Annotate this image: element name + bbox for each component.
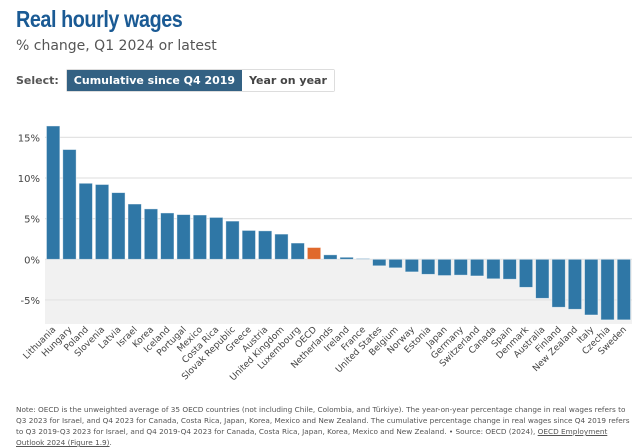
bar-japan[interactable] (437, 258, 452, 276)
view-selector: Select: Cumulative since Q4 2019 Year on… (16, 68, 335, 92)
year-on-year-button[interactable]: Year on year (242, 69, 334, 91)
cumulative-button[interactable]: Cumulative since Q4 2019 (66, 69, 243, 91)
bar-france[interactable] (355, 258, 371, 260)
bar-united-states[interactable] (372, 258, 387, 267)
y-tick-label: 5% (24, 215, 40, 226)
bar-australia[interactable] (535, 258, 550, 299)
y-tick-label: -5% (21, 296, 40, 307)
bar-united-kingdom[interactable] (274, 233, 289, 260)
footnote-text: Note: OECD is the unweighted average of … (16, 405, 630, 436)
bar-italy[interactable] (584, 258, 599, 316)
chart-subtitle: % change, Q1 2024 or latest (16, 38, 217, 54)
bar-chart: -5%0%5%10%15% LithuaniaHungaryPolandSlov… (18, 125, 632, 383)
footnote: Note: OECD is the unweighted average of … (16, 404, 638, 448)
select-label: Select: (16, 73, 59, 87)
footnote-end: . (109, 438, 112, 447)
y-tick-label: 0% (24, 255, 40, 266)
view-toggle-group: Cumulative since Q4 2019 Year on year (65, 68, 335, 92)
bar-czechia[interactable] (600, 258, 615, 321)
bar-poland[interactable] (78, 182, 93, 260)
bar-sweden[interactable] (616, 258, 631, 321)
bar-lithuania[interactable] (46, 125, 61, 260)
bar-finland[interactable] (551, 258, 566, 308)
bar-belgium[interactable] (388, 258, 403, 269)
bar-denmark[interactable] (518, 258, 534, 288)
bar-greece[interactable] (241, 230, 256, 260)
y-tick-label: 15% (18, 133, 40, 144)
bar-slovenia[interactable] (94, 184, 110, 260)
bar-switzerland[interactable] (470, 258, 485, 277)
bar-germany[interactable] (453, 258, 468, 276)
negative-region-band (45, 259, 632, 324)
bar-iceland[interactable] (160, 212, 175, 260)
bar-latvia[interactable] (111, 192, 126, 260)
bar-spain[interactable] (502, 258, 517, 280)
bar-hungary[interactable] (62, 149, 77, 260)
chart-title: Real hourly wages (16, 6, 183, 32)
bar-canada[interactable] (486, 258, 501, 280)
bar-estonia[interactable] (421, 258, 436, 275)
bar-norway[interactable] (404, 258, 419, 273)
bar-israel[interactable] (127, 203, 142, 260)
bar-luxembourg[interactable] (290, 242, 305, 260)
y-tick-label: 10% (18, 174, 40, 185)
bar-portugal[interactable] (176, 214, 191, 260)
bar-new-zealand[interactable] (567, 258, 583, 310)
bar-netherlands[interactable] (323, 254, 338, 260)
bar-mexico[interactable] (192, 214, 207, 260)
source-link[interactable]: OECD Employment Outlook 2024 (Figure 1.9… (16, 427, 608, 447)
bar-slovak-republic[interactable] (225, 220, 240, 260)
bar-austria[interactable] (258, 230, 273, 260)
bar-costa-rica[interactable] (209, 217, 224, 260)
bar-oecd[interactable] (306, 247, 322, 260)
bar-ireland[interactable] (339, 256, 354, 260)
bar-korea[interactable] (143, 208, 159, 260)
